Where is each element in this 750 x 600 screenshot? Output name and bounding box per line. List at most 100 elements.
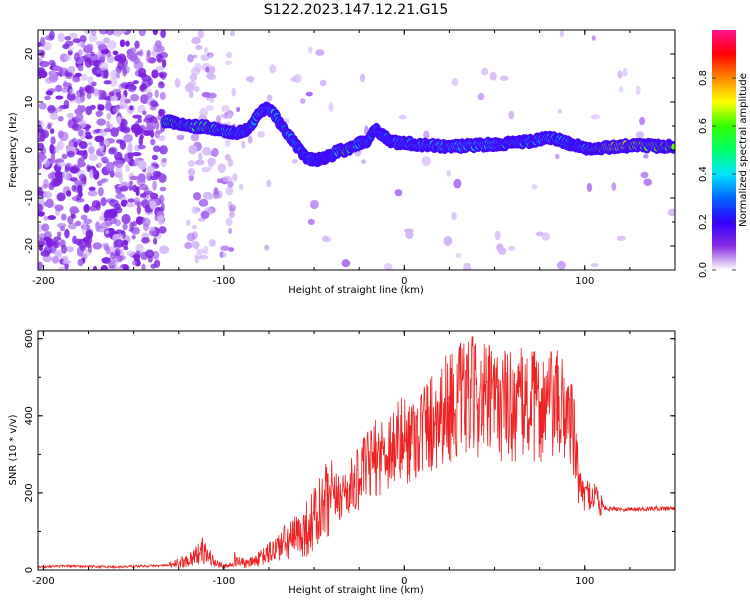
heatmap-cell — [194, 256, 199, 264]
heatmap-cell — [307, 218, 315, 226]
colorbar-ticks: 0.0 0.2 0.4 0.6 0.8 — [698, 70, 736, 278]
heatmap-cell — [198, 152, 203, 162]
heatmap-cell — [383, 263, 393, 270]
heatmap-cell — [159, 73, 165, 79]
heatmap-cell — [225, 217, 233, 227]
snr-panel: -200 -100 0 100 0 200 400 600 Height of straig… — [8, 329, 676, 596]
y-tick-label: 20 — [24, 48, 35, 61]
heatmap-cell — [160, 109, 166, 116]
snr-x-axis-label: Height of straight line (km) — [288, 585, 424, 596]
heatmap-cell — [92, 242, 102, 250]
heatmap-cell — [40, 250, 51, 257]
heatmap-cell — [225, 60, 232, 66]
heatmap-cell — [85, 228, 94, 237]
heatmap-cell — [55, 84, 63, 93]
heatmap-cell — [39, 37, 46, 47]
heatmap-cell — [231, 87, 237, 97]
heatmap-cell — [82, 45, 93, 54]
heatmap-cell — [190, 133, 200, 142]
heatmap-cell — [109, 95, 119, 101]
heatmap-cell — [120, 125, 125, 132]
heatmap-cell — [66, 112, 74, 119]
heatmap-cell — [158, 135, 166, 142]
heatmap-cell — [90, 104, 96, 110]
heatmap-cell — [128, 180, 134, 187]
heatmap-cell — [161, 157, 167, 163]
x-tick-label: -100 — [213, 576, 236, 587]
heatmap-cell — [97, 43, 108, 51]
heatmap-cell — [75, 112, 84, 122]
heatmap-cell — [112, 50, 119, 56]
heatmap-cell — [228, 247, 235, 252]
heatmap-cell — [45, 238, 56, 247]
heatmap-cell — [50, 151, 56, 162]
heatmap-cell — [161, 58, 167, 68]
spectrogram-x-axis-label: Height of straight line (km) — [288, 285, 424, 296]
heatmap-cell — [139, 183, 149, 191]
heatmap-cell — [54, 204, 64, 212]
heatmap-cell — [194, 85, 200, 93]
heatmap-cell — [105, 99, 111, 110]
heatmap-cell — [69, 206, 79, 215]
heatmap-cell — [130, 93, 140, 102]
heatmap-cell — [121, 214, 131, 225]
heatmap-cell — [158, 81, 164, 86]
heatmap-cell — [140, 83, 148, 91]
heatmap-cell — [535, 231, 544, 237]
colorbar-tick-label: 0.0 — [698, 262, 709, 278]
heatmap-cell — [106, 120, 111, 129]
heatmap-cell — [38, 211, 45, 217]
heatmap-cell — [77, 128, 84, 137]
heatmap-cell — [207, 192, 214, 201]
heatmap-cell — [126, 250, 135, 257]
heatmap-cell — [257, 131, 265, 138]
heatmap-cell — [225, 51, 233, 59]
heatmap-cell — [194, 159, 205, 166]
heatmap-cell — [138, 137, 144, 146]
heatmap-cell — [114, 159, 124, 168]
heatmap-cell — [83, 235, 93, 245]
heatmap-cell — [308, 46, 313, 54]
heatmap-cell — [112, 106, 120, 113]
heatmap-cell — [220, 113, 227, 119]
colorbar: 0.0 0.2 0.4 0.6 0.8 Normalized spectral ampl… — [698, 30, 749, 278]
heatmap-cell — [238, 184, 244, 191]
heatmap-cell — [264, 244, 270, 251]
heatmap-cell — [64, 166, 71, 173]
heatmap-cell — [554, 153, 560, 160]
heatmap-cell — [108, 147, 116, 155]
heatmap-cell — [103, 69, 109, 79]
heatmap-cell — [72, 38, 81, 44]
heatmap-cell — [74, 108, 84, 115]
heatmap-cell — [123, 134, 133, 143]
heatmap-cell — [97, 180, 103, 187]
heatmap-cell — [116, 53, 127, 64]
heatmap-cell — [45, 198, 54, 209]
heatmap-cell — [224, 154, 231, 161]
heatmap-cell — [453, 178, 462, 189]
heatmap-cell — [88, 34, 98, 43]
heatmap-cell — [43, 215, 48, 221]
heatmap-cell — [635, 85, 641, 96]
heatmap-cell — [95, 110, 104, 117]
heatmap-cell — [152, 30, 158, 36]
x-tick-label: -200 — [32, 276, 55, 287]
colorbar-tick-label: 0.8 — [698, 70, 709, 86]
heatmap-cell — [50, 159, 60, 164]
heatmap-cell — [225, 186, 234, 196]
heatmap-cell — [87, 190, 98, 197]
heatmap-cell — [125, 40, 130, 47]
heatmap-cell — [129, 158, 135, 167]
x-tick-label: -100 — [213, 276, 236, 287]
heatmap-cell — [54, 170, 62, 179]
heatmap-cell — [159, 145, 168, 155]
heatmap-cell — [146, 91, 153, 99]
heatmap-cell — [61, 244, 68, 254]
heatmap-cell — [671, 143, 675, 151]
heatmap-cell — [639, 116, 646, 126]
heatmap-cell — [507, 245, 516, 252]
heatmap-cell — [404, 228, 414, 234]
heatmap-cell — [193, 242, 199, 250]
heatmap-cell — [186, 232, 196, 242]
